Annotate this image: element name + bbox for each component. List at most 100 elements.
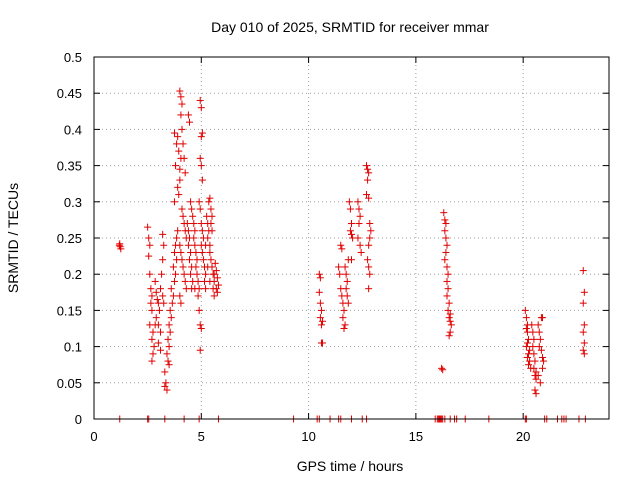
y-tick-labels: 0 0.05 0.1 0.15 0.2 0.25 0.3 0.35 0.4 0.45 0.5 xyxy=(57,50,82,427)
data-point xyxy=(522,325,530,332)
data-point xyxy=(158,270,166,278)
data-point xyxy=(315,270,323,278)
data-point xyxy=(356,241,364,249)
data-point xyxy=(532,368,540,376)
data-point xyxy=(579,299,587,307)
data-point xyxy=(177,93,185,101)
data-point xyxy=(155,306,163,314)
data-point xyxy=(530,364,538,372)
data-point xyxy=(180,154,188,162)
data-point xyxy=(538,314,546,322)
data-point xyxy=(183,220,191,228)
data-point xyxy=(148,335,156,343)
data-point xyxy=(444,306,452,314)
data-point xyxy=(146,270,154,278)
data-point xyxy=(202,270,210,278)
data-point xyxy=(210,270,218,278)
data-point xyxy=(531,357,539,365)
data-point xyxy=(440,209,448,217)
data-point xyxy=(443,277,451,285)
data-point xyxy=(336,270,344,278)
data-point xyxy=(535,328,543,336)
data-point xyxy=(348,220,355,228)
data-point xyxy=(162,379,170,387)
data-point xyxy=(357,248,365,256)
data-point xyxy=(160,299,168,307)
data-point xyxy=(166,328,174,336)
data-point xyxy=(579,267,587,275)
data-point xyxy=(337,241,345,249)
data-point xyxy=(341,263,349,271)
data-point xyxy=(197,220,205,228)
data-point xyxy=(443,292,451,300)
data-point xyxy=(176,87,184,95)
data-point xyxy=(317,321,325,329)
x-axis-label: GPS time / hours xyxy=(297,458,404,474)
data-point xyxy=(157,346,165,354)
data-point xyxy=(367,227,375,235)
data-point xyxy=(190,220,198,228)
data-point xyxy=(525,361,533,369)
y-tick-label: 0.05 xyxy=(57,376,82,391)
data-point xyxy=(151,277,159,285)
data-point xyxy=(175,191,183,199)
data-point xyxy=(365,263,373,271)
data-point xyxy=(199,256,207,264)
data-point xyxy=(161,382,169,390)
data-point xyxy=(177,299,185,307)
data-point xyxy=(164,335,172,343)
data-point xyxy=(148,306,156,314)
data-point xyxy=(446,317,454,325)
data-point xyxy=(184,111,192,119)
data-point xyxy=(529,343,537,351)
data-point xyxy=(196,205,204,213)
data-point xyxy=(441,227,449,235)
data-point xyxy=(176,176,184,184)
data-point xyxy=(184,227,192,235)
data-point xyxy=(528,321,536,329)
data-point xyxy=(202,285,210,293)
data-point xyxy=(579,346,587,354)
y-tick-label: 0.3 xyxy=(64,195,82,210)
data-point xyxy=(531,386,539,394)
data-point xyxy=(187,270,195,278)
data-point xyxy=(532,375,540,383)
x-tick-label: 0 xyxy=(90,429,97,444)
data-point xyxy=(345,198,353,206)
data-point xyxy=(338,245,346,253)
data-point xyxy=(355,220,363,228)
data-point xyxy=(319,339,327,347)
data-point xyxy=(178,125,186,133)
data-point xyxy=(445,314,453,322)
data-point xyxy=(580,321,588,329)
data-point xyxy=(178,256,186,264)
y-tick-label: 0.1 xyxy=(64,340,82,355)
data-point xyxy=(536,379,544,387)
data-point xyxy=(177,111,185,119)
data-point xyxy=(157,328,165,336)
data-point xyxy=(213,274,221,282)
data-point xyxy=(206,194,214,202)
data-point xyxy=(152,288,160,296)
data-point xyxy=(174,133,182,141)
data-point xyxy=(170,277,178,285)
data-point xyxy=(365,194,373,202)
data-point xyxy=(365,241,373,249)
data-point xyxy=(149,350,157,358)
data-point xyxy=(364,176,372,184)
data-point xyxy=(580,288,588,296)
data-point xyxy=(316,274,324,282)
data-point xyxy=(363,162,371,170)
data-point xyxy=(204,234,212,242)
data-point xyxy=(198,248,206,256)
data-point xyxy=(342,285,350,293)
data-point xyxy=(173,140,181,148)
data-point xyxy=(154,339,162,347)
data-point xyxy=(187,198,195,206)
data-point xyxy=(579,328,587,336)
data-point xyxy=(195,306,203,314)
data-point xyxy=(191,241,199,249)
data-points xyxy=(115,87,589,423)
data-point xyxy=(150,343,158,351)
